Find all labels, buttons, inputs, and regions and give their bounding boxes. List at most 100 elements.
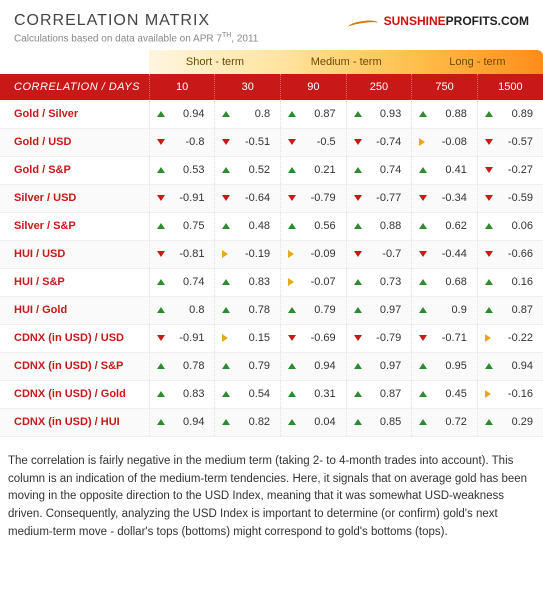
- value-cell: 0.15: [215, 324, 281, 352]
- flat-arrow-icon: [288, 278, 294, 286]
- up-arrow-icon: [419, 307, 427, 313]
- value-text: 0.97: [380, 360, 401, 372]
- value-cell: -0.71: [412, 324, 478, 352]
- value-cell: -0.69: [281, 324, 347, 352]
- value-text: 0.62: [445, 220, 466, 232]
- value-cell: 0.78: [149, 352, 215, 380]
- value-text: 0.48: [249, 220, 270, 232]
- value-cell: 0.21: [281, 156, 347, 184]
- days-header-1500: 1500: [477, 74, 543, 100]
- row-label: HUI / USD: [0, 240, 149, 268]
- value-cell: 0.06: [477, 212, 543, 240]
- up-arrow-icon: [157, 167, 165, 173]
- value-text: 0.88: [380, 220, 401, 232]
- value-text: 0.87: [512, 304, 533, 316]
- value-cell: -0.79: [346, 324, 412, 352]
- value-cell: 0.87: [477, 296, 543, 324]
- value-text: 0.06: [512, 220, 533, 232]
- down-arrow-icon: [157, 195, 165, 201]
- subtitle-ordinal: TH: [222, 32, 231, 39]
- value-text: 0.68: [445, 276, 466, 288]
- table-row: CDNX (in USD) / S&P0.780.790.940.970.950…: [0, 352, 543, 380]
- up-arrow-icon: [222, 363, 230, 369]
- down-arrow-icon: [485, 251, 493, 257]
- table-row: Gold / Silver0.940.80.870.930.880.89: [0, 100, 543, 128]
- logo-text-sunshine: SUNSHINE: [384, 14, 446, 28]
- subtitle-prefix: Calculations based on data available on: [14, 33, 193, 44]
- value-cell: 0.68: [412, 268, 478, 296]
- value-cell: 0.8: [149, 296, 215, 324]
- value-text: -0.7: [382, 248, 401, 260]
- value-text: 0.85: [380, 416, 401, 428]
- value-cell: 0.48: [215, 212, 281, 240]
- value-text: -0.81: [179, 248, 204, 260]
- up-arrow-icon: [354, 223, 362, 229]
- subtitle-date: APR 7: [193, 33, 222, 44]
- value-cell: -0.66: [477, 240, 543, 268]
- term-header-short-term: Short - term: [149, 50, 280, 74]
- value-text: -0.74: [376, 136, 401, 148]
- value-text: 0.88: [445, 108, 466, 120]
- value-text: 0.78: [183, 360, 204, 372]
- value-cell: 0.41: [412, 156, 478, 184]
- value-text: -0.64: [245, 192, 270, 204]
- value-text: 0.52: [249, 164, 270, 176]
- value-text: 0.87: [380, 388, 401, 400]
- up-arrow-icon: [288, 419, 296, 425]
- down-arrow-icon: [485, 195, 493, 201]
- down-arrow-icon: [222, 195, 230, 201]
- value-text: -0.8: [186, 136, 205, 148]
- down-arrow-icon: [288, 139, 296, 145]
- value-cell: 0.89: [477, 100, 543, 128]
- value-cell: 0.83: [149, 380, 215, 408]
- up-arrow-icon: [157, 111, 165, 117]
- down-arrow-icon: [419, 335, 427, 341]
- value-text: -0.79: [311, 192, 336, 204]
- value-cell: 0.73: [346, 268, 412, 296]
- value-cell: 0.79: [281, 296, 347, 324]
- up-arrow-icon: [288, 307, 296, 313]
- value-text: 0.79: [314, 304, 335, 316]
- corner-label: CORRELATION / DAYS: [0, 74, 149, 100]
- value-text: 0.75: [183, 220, 204, 232]
- value-text: 0.82: [249, 416, 270, 428]
- value-text: -0.34: [442, 192, 467, 204]
- value-text: 0.53: [183, 164, 204, 176]
- value-cell: -0.91: [149, 324, 215, 352]
- value-cell: 0.8: [215, 100, 281, 128]
- value-text: 0.87: [314, 108, 335, 120]
- subtitle: Calculations based on data available on …: [14, 32, 529, 44]
- row-label: HUI / S&P: [0, 268, 149, 296]
- down-arrow-icon: [354, 335, 362, 341]
- value-cell: 0.97: [346, 296, 412, 324]
- value-text: -0.22: [508, 332, 533, 344]
- flat-arrow-icon: [222, 250, 228, 258]
- value-text: 0.83: [183, 388, 204, 400]
- logo-swoosh-icon: [348, 17, 382, 27]
- caption-text: The correlation is fairly negative in th…: [0, 437, 543, 554]
- up-arrow-icon: [354, 363, 362, 369]
- term-spacer: [0, 50, 149, 74]
- value-cell: 0.31: [281, 380, 347, 408]
- value-cell: -0.77: [346, 184, 412, 212]
- value-cell: -0.51: [215, 128, 281, 156]
- up-arrow-icon: [419, 167, 427, 173]
- value-cell: 0.56: [281, 212, 347, 240]
- up-arrow-icon: [354, 167, 362, 173]
- value-cell: 0.79: [215, 352, 281, 380]
- value-text: 0.94: [183, 416, 204, 428]
- value-cell: 0.53: [149, 156, 215, 184]
- value-cell: -0.64: [215, 184, 281, 212]
- row-label: HUI / Gold: [0, 296, 149, 324]
- value-cell: 0.94: [477, 352, 543, 380]
- down-arrow-icon: [419, 251, 427, 257]
- value-cell: 0.83: [215, 268, 281, 296]
- value-text: -0.91: [179, 332, 204, 344]
- up-arrow-icon: [354, 307, 362, 313]
- value-cell: -0.16: [477, 380, 543, 408]
- value-text: -0.27: [508, 164, 533, 176]
- value-cell: 0.95: [412, 352, 478, 380]
- up-arrow-icon: [419, 223, 427, 229]
- up-arrow-icon: [485, 111, 493, 117]
- value-cell: -0.22: [477, 324, 543, 352]
